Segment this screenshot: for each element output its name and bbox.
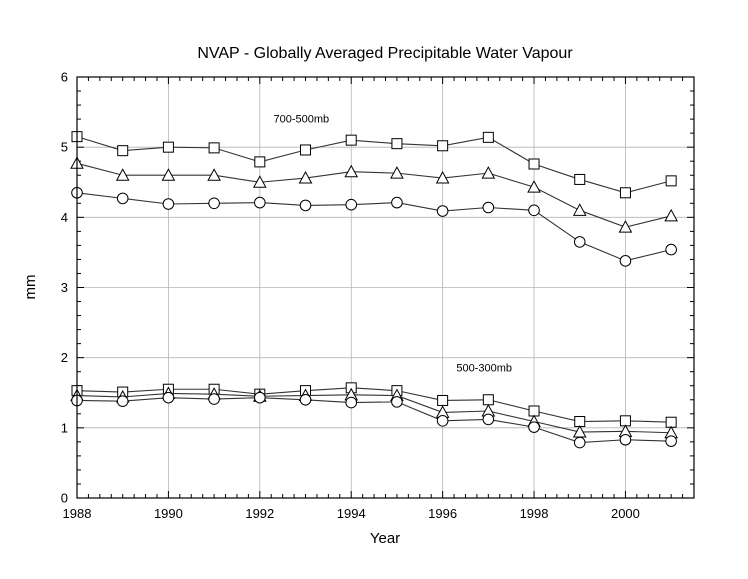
chart-title: NVAP - Globally Averaged Precipitable Wa… (197, 45, 573, 62)
triangle-marker (207, 168, 221, 181)
circle-marker (254, 196, 266, 209)
y-tick-label: 0 (61, 491, 68, 506)
annotations: 700-500mb 500-300mb (274, 114, 512, 375)
square-marker (391, 138, 403, 150)
square-marker (665, 175, 677, 187)
series-line (76, 387, 672, 423)
circle-marker (528, 421, 540, 433)
circle-marker (162, 391, 175, 404)
square-marker (437, 394, 449, 406)
series (70, 131, 678, 449)
square-marker (254, 156, 266, 168)
x-axis-label: Year (370, 530, 400, 547)
x-tick-label: 1996 (428, 506, 457, 521)
series-700-500mb-square (71, 131, 677, 199)
grid (77, 77, 694, 498)
series-line (76, 392, 672, 434)
series-line (76, 136, 672, 194)
circle-marker (528, 204, 540, 217)
circle-marker (619, 433, 632, 446)
series-700-500mb-circle (71, 186, 677, 267)
x-tick-label: 1988 (63, 506, 92, 521)
circle-marker (208, 393, 220, 405)
series-500-300mb-circle (71, 391, 677, 449)
square-marker (574, 173, 586, 185)
circle-marker (345, 198, 358, 211)
square-marker (619, 187, 631, 199)
circle-marker (345, 396, 358, 409)
circle-marker (573, 436, 586, 449)
circle-marker (619, 255, 632, 267)
triangle-marker (527, 180, 541, 193)
series-500-300mb-triangle (70, 386, 678, 439)
series-line (76, 397, 672, 444)
square-marker (162, 141, 174, 153)
square-marker (208, 142, 220, 154)
square-marker (528, 158, 540, 170)
circle-marker (482, 201, 495, 214)
x-tick-label: 1998 (520, 506, 549, 521)
plot-frame (76, 76, 695, 499)
series-500-300mb-square (71, 382, 677, 428)
y-tick-label: 2 (61, 350, 68, 365)
circle-marker (482, 413, 495, 426)
x-tick-label: 1990 (154, 506, 183, 521)
annotation-label: 700-500mb (274, 114, 330, 126)
circle-marker (573, 236, 586, 248)
triangle-marker (252, 175, 267, 188)
series-line (76, 192, 672, 262)
square-marker (437, 140, 449, 152)
y-tick-label: 4 (61, 210, 68, 225)
x-tick-label: 1992 (245, 506, 274, 521)
series-700-500mb-triangle (70, 156, 678, 233)
triangle-marker (298, 170, 313, 184)
y-tick-label: 6 (61, 70, 68, 85)
triangle-marker (390, 166, 404, 179)
triangle-marker (344, 164, 359, 178)
square-marker (345, 134, 357, 146)
y-tick-label: 1 (61, 420, 68, 435)
triangle-marker (161, 168, 176, 181)
circle-marker (436, 415, 449, 427)
x-tick-labels: 1988 1990 1992 1994 1996 1998 2000 (63, 506, 640, 521)
y-tick-label: 5 (61, 140, 68, 155)
circle-marker (162, 198, 175, 210)
circle-marker (208, 197, 220, 210)
triangle-marker (618, 220, 633, 233)
triangle-marker (115, 168, 130, 181)
square-marker (300, 144, 312, 156)
circle-marker (391, 196, 403, 209)
series-line (76, 162, 672, 228)
triangle-marker (481, 166, 496, 179)
circle-marker (299, 393, 312, 406)
circle-marker (116, 395, 129, 407)
x-tick-label: 2000 (611, 506, 640, 521)
circle-marker (391, 396, 403, 408)
square-marker (482, 394, 494, 406)
y-tick-label: 3 (61, 280, 68, 295)
triangle-marker (435, 170, 450, 184)
circle-marker (436, 205, 449, 217)
triangle-marker (664, 208, 678, 222)
circle-marker (665, 435, 677, 447)
annotation-label: 500-300mb (456, 363, 512, 375)
square-marker (117, 145, 129, 157)
x-tick-label: 1994 (337, 506, 366, 521)
y-axis-label: mm (22, 275, 39, 300)
circle-marker (254, 391, 266, 404)
y-tick-labels: 0 1 2 3 4 5 6 (61, 70, 68, 506)
circle-marker (116, 192, 129, 205)
circle-marker (665, 243, 677, 256)
triangle-marker (572, 203, 587, 216)
square-marker (482, 131, 494, 143)
circle-marker (299, 199, 312, 212)
